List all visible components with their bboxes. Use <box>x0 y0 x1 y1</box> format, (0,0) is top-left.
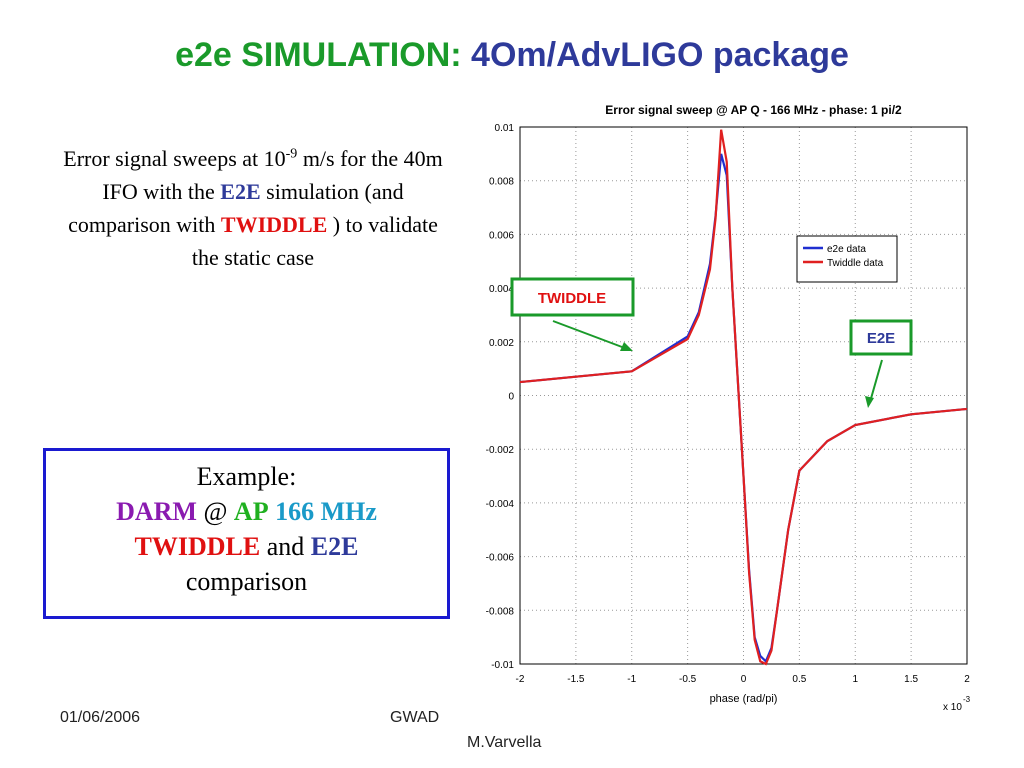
line: DARM @ AP 166 MHz <box>46 494 447 529</box>
x-tick-label: -1.5 <box>567 674 585 685</box>
legend-label: Twiddle data <box>827 258 884 269</box>
y-tick-label: -0.002 <box>486 445 515 456</box>
legend-label: e2e data <box>827 244 866 255</box>
word: TWIDDLE <box>134 532 261 562</box>
x-multiplier-exp: -3 <box>963 695 971 704</box>
annotation-box <box>849 319 913 356</box>
x-tick-label: 2 <box>964 674 970 685</box>
x-tick-label: 1 <box>852 674 858 685</box>
intro-text: Error signal sweeps at 10-9 m/s for the … <box>62 142 444 274</box>
arrow <box>552 320 631 351</box>
x-tick-label: -1 <box>627 674 636 685</box>
chart-title: Error signal sweep @ AP Q - 166 MHz - ph… <box>605 103 902 117</box>
footer-org: GWAD <box>390 709 440 726</box>
highlight: E2E <box>220 179 261 204</box>
arrowhead <box>620 342 633 351</box>
chart-panel <box>478 98 975 718</box>
x-tick-label: 0 <box>741 674 747 685</box>
example-box: Example: DARM @ AP 166 MHz TWIDDLE and E… <box>43 448 450 619</box>
word: @ <box>203 497 228 527</box>
line: comparison <box>185 567 308 597</box>
word: and <box>266 532 305 562</box>
arrow <box>869 359 883 403</box>
y-tick-label: -0.006 <box>486 553 515 564</box>
plot-frame <box>519 126 968 665</box>
legend-box <box>796 235 898 283</box>
text: ) to validate the static case <box>191 212 438 270</box>
y-tick-label: 0.006 <box>489 230 514 241</box>
x-axis-label: phase (rad/pi) <box>710 693 778 705</box>
x-multiplier: x 10 <box>943 702 962 713</box>
y-tick-label: 0.008 <box>489 177 514 188</box>
y-tick-label: -0.008 <box>486 606 515 617</box>
word: DARM <box>116 497 197 527</box>
word: 166 MHz <box>275 497 377 527</box>
text: m/s for the 40m IFO with the <box>102 146 443 204</box>
x-tick-label: 1.5 <box>904 674 918 685</box>
y-tick-label: -0.01 <box>491 660 514 671</box>
x-tick-label: -0.5 <box>679 674 697 685</box>
arrowhead <box>865 396 874 408</box>
x-tick-label: -2 <box>516 674 525 685</box>
word: E2E <box>310 532 359 562</box>
y-tick-label: 0.01 <box>495 123 515 134</box>
x-tick-label: 0.5 <box>792 674 806 685</box>
title-part: e2e SIMULATION: <box>175 36 462 74</box>
footer-date: 01/06/2006 <box>60 709 141 726</box>
series-line <box>519 129 968 666</box>
annotation-label: TWIDDLE <box>538 290 606 307</box>
y-tick-label: 0.004 <box>489 284 514 295</box>
y-tick-label: 0.002 <box>489 338 514 349</box>
annotation-label: E2E <box>867 330 895 347</box>
slide-title: e2e SIMULATION: 4Om/AdvLIGO package <box>0 36 1024 75</box>
superscript: -9 <box>285 146 298 162</box>
highlight: TWIDDLE <box>220 212 328 237</box>
annotation-box <box>510 277 635 317</box>
heading: Example: <box>196 462 297 491</box>
title-part: 4Om/AdvLIGO package <box>471 36 849 74</box>
y-tick-label: 0 <box>508 392 514 403</box>
line: TWIDDLE and E2E <box>46 529 447 564</box>
footer-author: M.Varvella <box>467 734 542 751</box>
text: Error signal sweeps at 10 <box>63 146 286 171</box>
word: AP <box>233 497 269 527</box>
y-tick-label: -0.004 <box>486 499 515 510</box>
text: simulation (and comparison with <box>68 179 404 237</box>
